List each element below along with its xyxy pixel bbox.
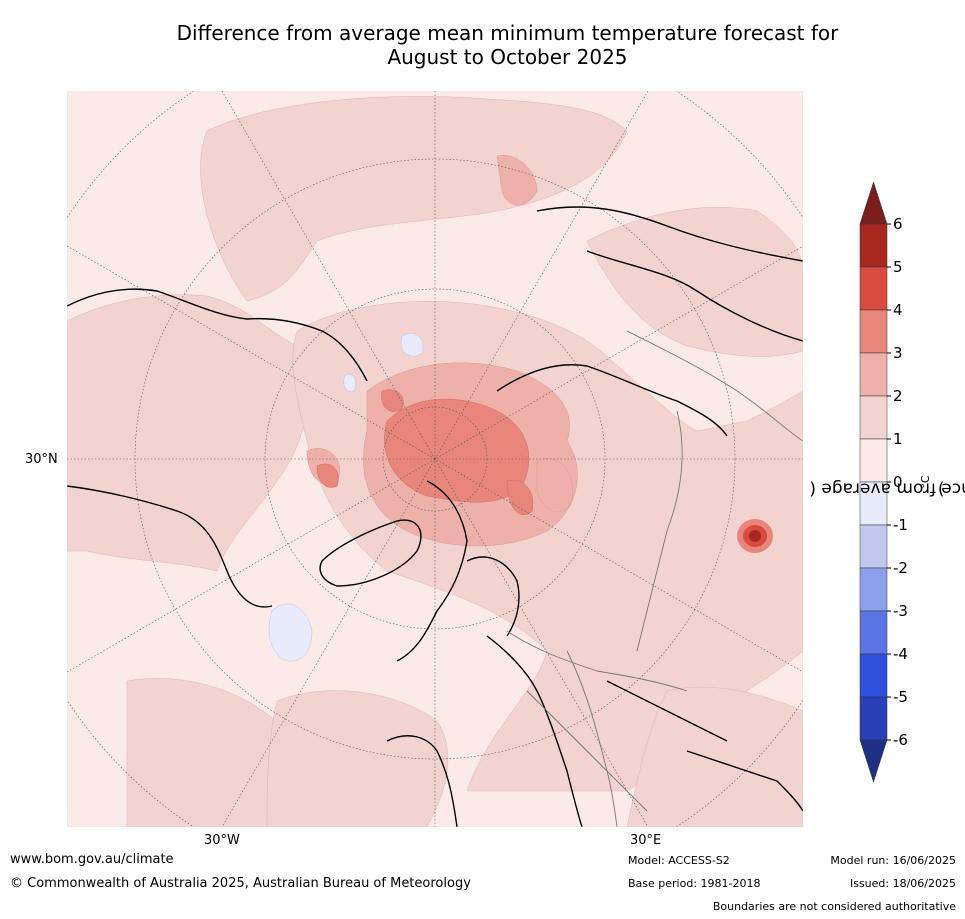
model-run-text: Model run: 16/06/2025 bbox=[830, 854, 956, 867]
country-borders bbox=[506, 330, 803, 827]
lon-label-30e: 30°E bbox=[630, 833, 662, 848]
forecast-map bbox=[67, 91, 803, 827]
website-link[interactable]: www.bom.gov.au/climate bbox=[10, 852, 174, 867]
colorbar-swatches bbox=[859, 181, 888, 783]
anomaly-minus1-0-regions bbox=[268, 333, 424, 662]
lon-label-30w: 30°W bbox=[204, 833, 240, 848]
colorbar-tick-label: 3 bbox=[893, 344, 903, 362]
colorbar-tick-label: -1 bbox=[893, 516, 908, 534]
colorbar-swatch-m4_m3 bbox=[859, 610, 888, 655]
colorbar-swatch-m3_m2 bbox=[859, 567, 888, 612]
colorbar-tick-label: -6 bbox=[893, 731, 908, 749]
colorbar-extend-under bbox=[859, 739, 888, 783]
colorbar-swatch-m2_m1 bbox=[859, 524, 888, 569]
colorbar: 6 5 4 3 2 1 0 -1 -2 -3 -4 -5 -6 bbox=[859, 181, 908, 783]
issued-text: Issued: 18/06/2025 bbox=[849, 877, 956, 890]
colorbar-extend-over bbox=[859, 181, 888, 225]
colorbar-swatch-0_1 bbox=[859, 438, 888, 483]
anomaly-hotspot bbox=[737, 519, 773, 553]
colorbar-swatch-3_4 bbox=[859, 309, 888, 354]
colorbar-tick-label: 5 bbox=[893, 258, 903, 276]
graticule bbox=[67, 91, 803, 827]
colorbar-tick-label: 4 bbox=[893, 301, 903, 319]
colorbar-tick-label: 0 bbox=[893, 473, 903, 491]
lat-label-30n: 30°N bbox=[25, 452, 58, 467]
colorbar-tick-label: -4 bbox=[893, 645, 908, 663]
colorbar-swatch-1_2 bbox=[859, 395, 888, 440]
map-title: Difference from average mean minimum tem… bbox=[0, 21, 965, 69]
colorbar-tick-label: 1 bbox=[893, 430, 903, 448]
copyright-text: © Commonwealth of Australia 2025, Austra… bbox=[10, 876, 471, 891]
colorbar-tick-label: -3 bbox=[893, 602, 908, 620]
colorbar-swatch-m5_m4 bbox=[859, 653, 888, 698]
colorbar-tick-label: -5 bbox=[893, 688, 908, 706]
base-period-text: Base period: 1981-2018 bbox=[628, 877, 761, 890]
colorbar-tick-label: 2 bbox=[893, 387, 903, 405]
colorbar-swatch-m1_0 bbox=[859, 481, 888, 526]
colorbar-tick-label: -2 bbox=[893, 559, 908, 577]
colorbar-swatch-4_5 bbox=[859, 266, 888, 311]
anomaly-3-4-regions bbox=[316, 389, 534, 515]
coastlines bbox=[67, 206, 803, 827]
colorbar-swatch-2_3 bbox=[859, 352, 888, 397]
colorbar-swatch-m6_m5 bbox=[859, 696, 888, 741]
title-line-1: Difference from average mean minimum tem… bbox=[176, 21, 839, 45]
colorbar-tick-label: 6 bbox=[893, 215, 903, 233]
colorbar-ticks: 6 5 4 3 2 1 0 -1 -2 -3 -4 -5 -6 bbox=[887, 215, 908, 749]
model-text: Model: ACCESS-S2 bbox=[628, 854, 730, 867]
colorbar-swatch-5_6 bbox=[859, 223, 888, 268]
title-line-2: August to October 2025 bbox=[387, 45, 628, 69]
boundaries-note: Boundaries are not considered authoritat… bbox=[712, 900, 956, 913]
